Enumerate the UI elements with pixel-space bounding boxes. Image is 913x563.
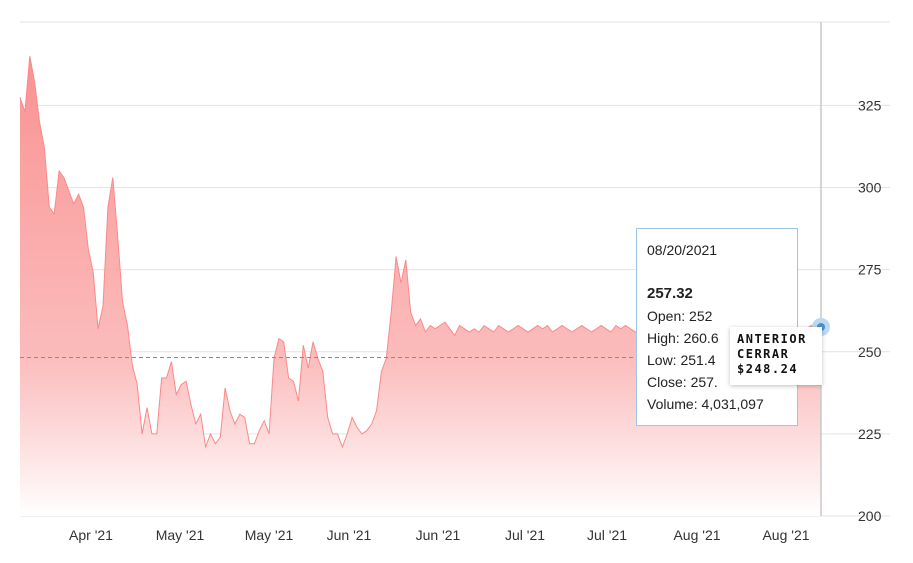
x-tick-label: Aug '21 [673, 527, 720, 543]
x-tick-label: Jul '21 [587, 527, 627, 543]
tooltip-low: Low: 251.4 [647, 352, 716, 368]
x-tick-label: Jul '21 [505, 527, 545, 543]
x-tick-label: Jun '21 [416, 527, 461, 543]
x-tick-label: May '21 [156, 527, 205, 543]
x-tick-label: Jun '21 [327, 527, 372, 543]
x-tick-label: Apr '21 [69, 527, 113, 543]
tooltip-price: 257.32 [647, 285, 693, 302]
y-tick-label: 250 [858, 344, 882, 360]
previous-close-label: ANTERIOR CERRAR $248.24 [730, 327, 822, 385]
y-tick-label: 200 [858, 508, 882, 524]
y-tick-label: 275 [858, 262, 882, 278]
tooltip-date: 08/20/2021 [647, 242, 718, 258]
series-area [20, 56, 821, 516]
tooltip-close: Close: 257. [647, 374, 718, 390]
tooltip-volume: Volume: 4,031,097 [647, 396, 764, 412]
y-tick-label: 300 [858, 180, 882, 196]
y-tick-label: 325 [858, 97, 882, 113]
y-tick-label: 225 [858, 426, 882, 442]
previous-close-line1: ANTERIOR [737, 332, 807, 346]
previous-close-line2: CERRAR [737, 347, 790, 361]
x-tick-label: Aug '21 [762, 527, 809, 543]
tooltip-open: Open: 252 [647, 308, 713, 324]
tooltip-high: High: 260.6 [647, 330, 719, 346]
previous-close-value: $248.24 [737, 362, 799, 376]
x-tick-label: May '21 [245, 527, 294, 543]
